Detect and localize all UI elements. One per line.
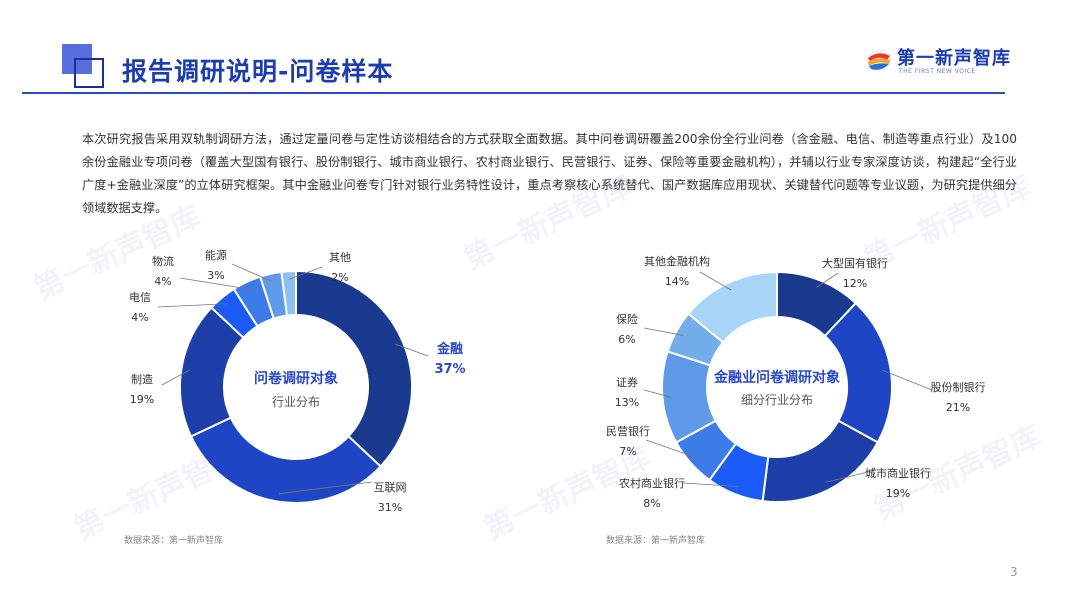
donut-slice-其他金融机构 bbox=[686, 270, 778, 344]
logo-tagline: THE FIRST NEW VOICE bbox=[899, 68, 976, 75]
logo-mark-icon bbox=[866, 50, 892, 70]
donut-slice-互联网 bbox=[189, 416, 382, 504]
slice-label-value: 14% bbox=[665, 275, 689, 288]
slice-label-value: 13% bbox=[615, 396, 639, 409]
page-title: 报告调研说明-问卷样本 bbox=[122, 57, 394, 86]
leader-line bbox=[643, 389, 671, 398]
slice-label-value: 7% bbox=[619, 445, 636, 458]
data-source-note: 数据来源：第一新声智库 bbox=[124, 534, 223, 546]
slice-label-value: 2% bbox=[331, 271, 348, 284]
leader-line bbox=[161, 369, 190, 386]
donut-chart: 大型国有银行 12% 股份制银行 21% 城市商业银行 19% 农村商业银行 8% 民营银行 7%… bbox=[606, 254, 986, 546]
donut-center-subtitle: 细分行业分布 bbox=[741, 393, 813, 407]
slice-label-name: 其他金融机构 bbox=[644, 254, 710, 268]
leader-line bbox=[289, 266, 323, 280]
donut-center-title: 金融业问卷调研对象 bbox=[713, 369, 840, 386]
slice-label-value: 3% bbox=[207, 269, 224, 282]
slice-label-name: 金融 bbox=[436, 341, 463, 357]
slice-label-name: 民营银行 bbox=[606, 424, 650, 438]
slice-label-value: 6% bbox=[618, 333, 635, 346]
donut-chart: 金融37%互联网31%制造19%电信4%物流4%能源3%其他2%问卷调研对象行业… bbox=[124, 248, 466, 546]
donut-slice-其他 bbox=[280, 269, 297, 317]
slice-label-name: 电信 bbox=[129, 291, 151, 304]
slice-label-value: 19% bbox=[886, 487, 910, 500]
leader-line bbox=[882, 369, 933, 391]
leader-line bbox=[643, 327, 684, 336]
page-number: 3 bbox=[1010, 565, 1018, 579]
slice-label-name: 物流 bbox=[152, 254, 174, 268]
leader-line bbox=[231, 263, 273, 282]
slice-label-name: 能源 bbox=[205, 248, 227, 262]
leader-line bbox=[157, 303, 228, 308]
title-decoration-outline bbox=[74, 58, 104, 88]
leader-line bbox=[683, 482, 738, 487]
slice-label-name: 农村商业银行 bbox=[619, 476, 685, 490]
leader-line bbox=[179, 277, 251, 290]
slice-label-name: 保险 bbox=[616, 312, 638, 326]
leader-line bbox=[699, 271, 732, 291]
slice-label-value: 19% bbox=[130, 393, 154, 406]
leader-line bbox=[645, 439, 697, 459]
slice-label-value: 37% bbox=[434, 362, 465, 377]
leader-line bbox=[825, 469, 877, 483]
slice-label-name: 股份制银行 bbox=[931, 380, 986, 394]
slice-label-name: 城市商业银行 bbox=[865, 466, 931, 480]
slice-label-value: 4% bbox=[131, 311, 148, 324]
slice-label-name: 其他 bbox=[329, 251, 351, 264]
slice-label-name: 互联网 bbox=[374, 481, 407, 494]
leader-line bbox=[816, 272, 839, 288]
slice-label-value: 8% bbox=[643, 497, 660, 510]
logo-name: 第一新声智库 bbox=[897, 48, 1011, 69]
slice-label-value: 4% bbox=[154, 275, 171, 288]
leader-line bbox=[279, 481, 373, 495]
leader-line bbox=[394, 343, 429, 357]
donut-center-title: 问卷调研对象 bbox=[254, 370, 338, 387]
slice-label-value: 31% bbox=[378, 501, 402, 514]
title-divider bbox=[22, 92, 1005, 94]
intro-paragraph: 本次研究报告采用双轨制调研方法，通过定量问卷与定性访谈相结合的方式获取全面数据。… bbox=[82, 132, 1017, 215]
slice-label-name: 大型国有银行 bbox=[822, 256, 888, 270]
donut-center-subtitle: 行业分布 bbox=[272, 395, 320, 409]
donut-slice-金融 bbox=[295, 269, 413, 468]
slice-label-name: 证券 bbox=[616, 375, 638, 389]
slice-label-name: 制造 bbox=[131, 372, 153, 386]
slice-label-value: 21% bbox=[946, 401, 970, 414]
data-source-note: 数据来源：第一新声智库 bbox=[606, 534, 705, 546]
slice-label-value: 12% bbox=[843, 277, 867, 290]
donut-slice-城市商业银行 bbox=[761, 419, 880, 503]
